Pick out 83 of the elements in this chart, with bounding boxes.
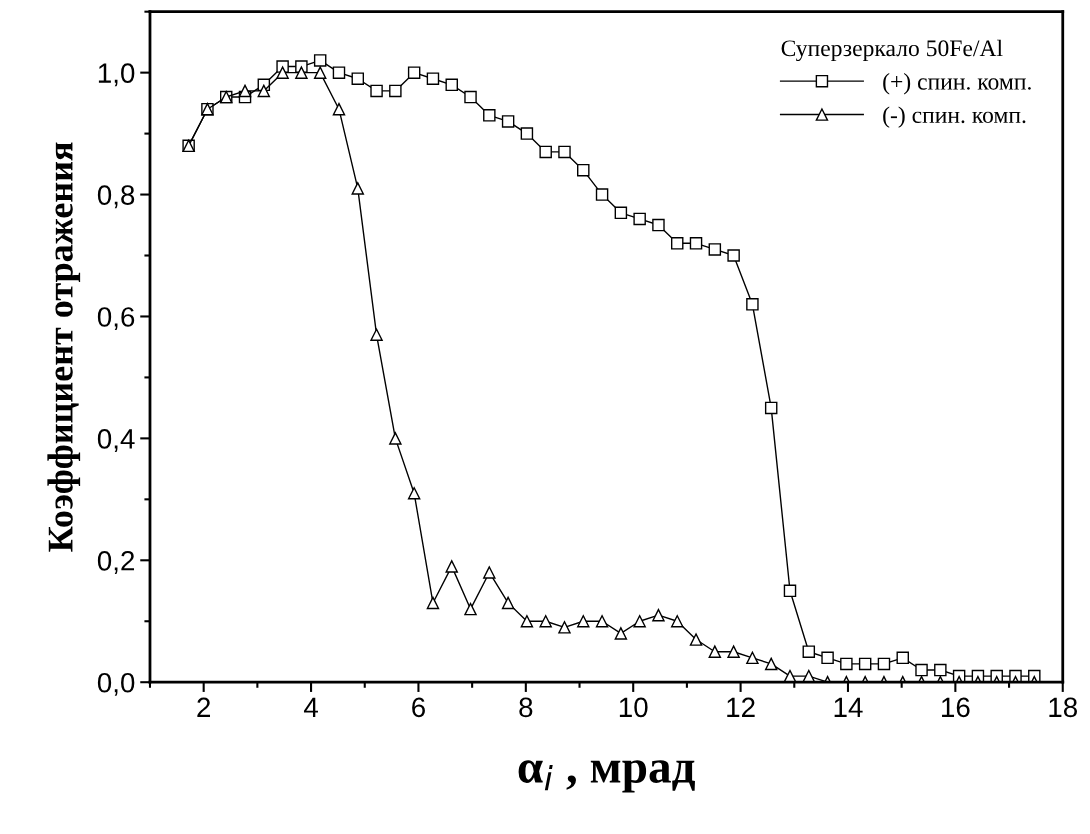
point	[332, 66, 346, 79]
y-tick-label: 0,4	[97, 429, 135, 452]
point	[689, 237, 703, 250]
point	[257, 84, 271, 98]
point	[746, 298, 759, 311]
x-tick-label: 10	[619, 697, 648, 718]
point	[821, 651, 834, 665]
point	[595, 615, 609, 628]
point	[764, 401, 778, 415]
point	[670, 237, 684, 250]
point	[840, 657, 853, 671]
point	[915, 663, 928, 677]
point	[689, 633, 703, 646]
point	[577, 615, 590, 628]
x-tick-label: 12	[727, 697, 755, 717]
point	[501, 115, 515, 128]
point	[708, 645, 722, 658]
point	[558, 145, 571, 159]
point	[764, 657, 778, 671]
point	[407, 66, 421, 79]
point	[501, 596, 515, 610]
y-tick-label: 0,0	[97, 672, 135, 696]
x-tick-label: 16	[942, 697, 970, 718]
legend-label: (+) спин. комп.	[883, 73, 1031, 95]
point	[426, 596, 440, 610]
point	[708, 243, 722, 256]
point	[445, 560, 458, 573]
point	[520, 615, 534, 628]
point	[783, 584, 797, 598]
point	[332, 102, 346, 116]
point	[595, 188, 609, 201]
point	[389, 432, 402, 445]
y-tick-label: 0,8	[97, 185, 135, 209]
point	[633, 615, 646, 628]
point	[877, 657, 891, 671]
point	[483, 109, 496, 122]
x-axis-title: α$_{i}$ , мрад	[518, 760, 695, 793]
x-tick-label: 14	[834, 697, 863, 717]
x-tick-label: 2	[197, 697, 211, 717]
point	[313, 66, 327, 79]
point	[276, 66, 289, 79]
x-tick-label: 8	[519, 697, 533, 718]
point	[558, 621, 571, 634]
legend-label: (-) спин. комп.	[883, 106, 1026, 128]
point	[539, 615, 552, 628]
point	[445, 78, 458, 92]
point	[539, 145, 552, 159]
x-tick-label: 6	[412, 697, 425, 718]
y-axis-title: Коэффициент отражения	[47, 142, 81, 552]
point	[670, 615, 684, 628]
point	[520, 127, 534, 140]
point	[802, 645, 816, 658]
point	[464, 90, 477, 104]
point	[652, 218, 665, 232]
x-tick-label: 4	[303, 697, 318, 717]
point	[483, 566, 496, 579]
point	[351, 72, 365, 85]
point	[727, 645, 740, 658]
point	[426, 72, 440, 85]
point	[295, 66, 308, 79]
point	[370, 328, 383, 342]
point	[746, 651, 759, 665]
point	[407, 486, 421, 500]
point	[238, 84, 252, 98]
point	[858, 657, 872, 671]
point	[577, 163, 590, 177]
point	[934, 663, 947, 677]
point	[633, 212, 646, 226]
y-tick-label: 0,2	[97, 550, 135, 574]
point	[727, 249, 740, 262]
y-tick-label: 1,0	[98, 63, 135, 87]
point	[389, 84, 402, 98]
legend-title: Суперзеркало 50Fe/Al	[781, 39, 1003, 62]
point	[614, 627, 628, 640]
point	[370, 84, 383, 98]
y-tick-label: 0,6	[97, 307, 135, 331]
point	[896, 651, 909, 665]
point	[351, 182, 365, 195]
x-tick-label: 18	[1049, 697, 1077, 718]
point	[614, 206, 628, 220]
point	[464, 602, 477, 616]
point	[313, 54, 327, 67]
point	[652, 608, 665, 622]
